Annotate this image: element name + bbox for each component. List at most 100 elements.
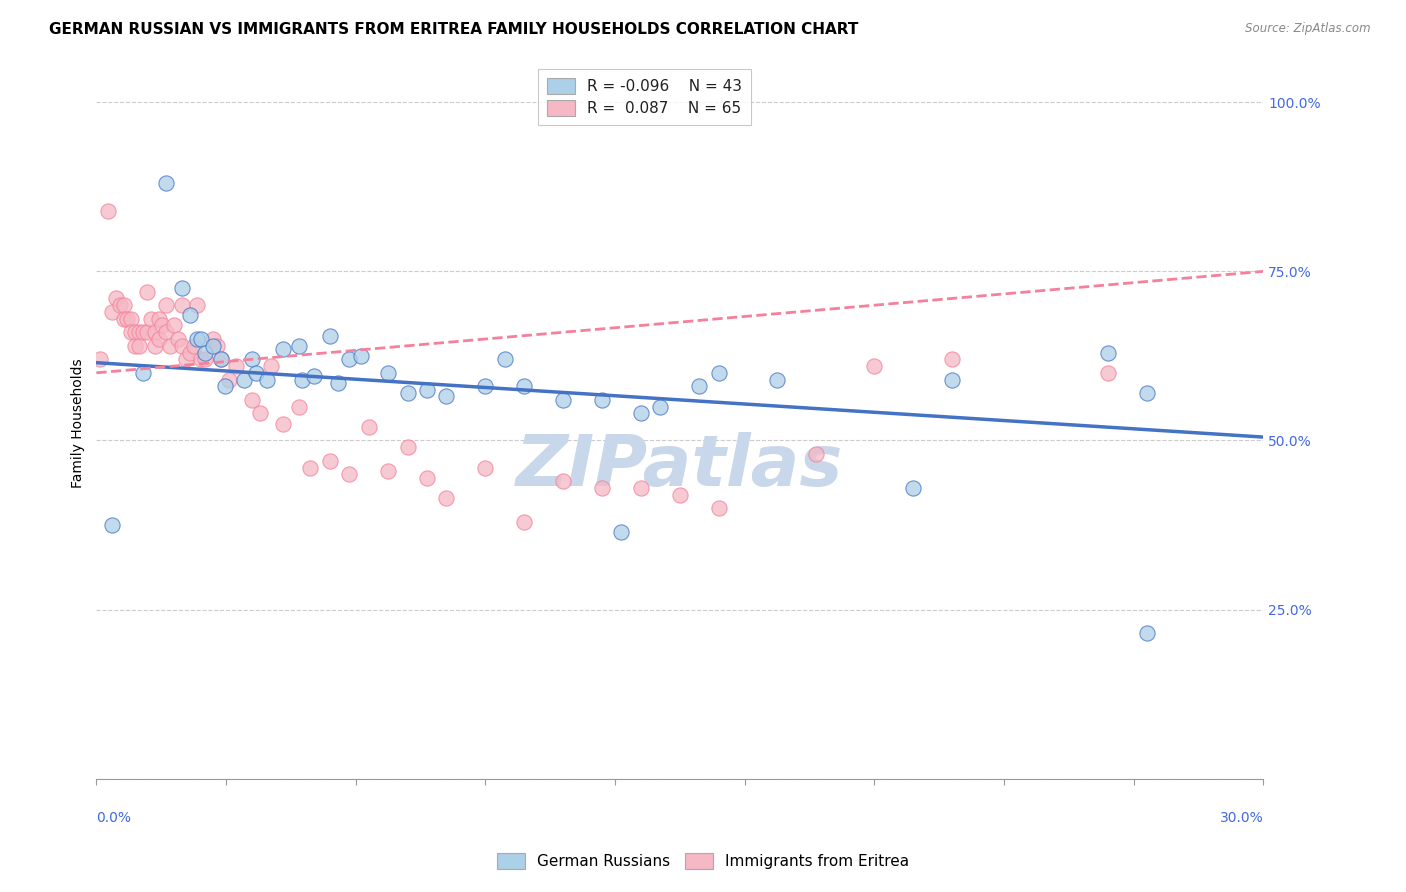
Point [135, 325, 157, 339]
Point [194, 345, 217, 359]
Point [610, 524, 633, 539]
Point [194, 352, 217, 367]
Point [804, 447, 827, 461]
Point [112, 298, 135, 312]
Point [260, 359, 283, 373]
Point [148, 311, 170, 326]
Point [167, 332, 190, 346]
Point [240, 352, 263, 367]
Point [179, 345, 201, 359]
Point [319, 328, 342, 343]
Point [377, 366, 399, 380]
Point [124, 339, 146, 353]
Point [179, 309, 201, 323]
Text: ZIPatlas: ZIPatlas [516, 432, 844, 500]
Point [112, 311, 135, 326]
Point [591, 481, 613, 495]
Point [205, 339, 228, 353]
Point [240, 392, 263, 407]
Point [120, 311, 142, 326]
Point [132, 366, 155, 380]
Point [249, 406, 271, 420]
Point [291, 373, 314, 387]
Point [170, 298, 193, 312]
Point [1097, 345, 1119, 359]
Point [513, 515, 536, 529]
Point [186, 298, 208, 312]
Point [233, 373, 256, 387]
Point [97, 203, 120, 218]
Point [941, 352, 963, 367]
Point [117, 311, 139, 326]
Point [170, 339, 193, 353]
Point [396, 440, 419, 454]
Point [474, 379, 496, 393]
Point [174, 352, 197, 367]
Point [108, 298, 131, 312]
Point [436, 390, 458, 404]
Point [707, 366, 730, 380]
Y-axis label: Family Households: Family Households [72, 359, 86, 488]
Legend: German Russians, Immigrants from Eritrea: German Russians, Immigrants from Eritrea [491, 847, 915, 875]
Point [1135, 626, 1157, 640]
Point [139, 311, 162, 326]
Point [650, 400, 672, 414]
Point [218, 373, 240, 387]
Point [668, 487, 690, 501]
Legend: R = -0.096    N = 43, R =  0.087    N = 65: R = -0.096 N = 43, R = 0.087 N = 65 [538, 69, 751, 126]
Point [551, 474, 574, 488]
Point [287, 400, 309, 414]
Point [124, 325, 146, 339]
Point [302, 369, 325, 384]
Point [159, 339, 181, 353]
Point [214, 379, 236, 393]
Point [128, 339, 150, 353]
Point [101, 518, 124, 533]
Point [225, 359, 247, 373]
Point [1135, 386, 1157, 401]
Point [120, 325, 142, 339]
Point [357, 420, 380, 434]
Point [474, 460, 496, 475]
Text: 30.0%: 30.0% [1219, 811, 1263, 824]
Point [183, 339, 205, 353]
Point [202, 339, 225, 353]
Point [190, 352, 212, 367]
Point [350, 349, 373, 363]
Point [135, 285, 157, 299]
Point [396, 386, 419, 401]
Point [299, 460, 322, 475]
Point [89, 352, 111, 367]
Point [186, 332, 208, 346]
Point [337, 352, 360, 367]
Point [766, 373, 789, 387]
Point [513, 379, 536, 393]
Point [901, 481, 924, 495]
Point [202, 332, 225, 346]
Point [101, 305, 124, 319]
Point [436, 491, 458, 505]
Point [630, 481, 652, 495]
Point [209, 352, 232, 367]
Point [128, 325, 150, 339]
Point [209, 352, 232, 367]
Point [152, 318, 174, 333]
Point [148, 332, 170, 346]
Text: Source: ZipAtlas.com: Source: ZipAtlas.com [1246, 22, 1371, 36]
Point [688, 379, 710, 393]
Point [630, 406, 652, 420]
Point [155, 325, 177, 339]
Point [143, 339, 166, 353]
Point [863, 359, 886, 373]
Point [143, 325, 166, 339]
Point [416, 470, 439, 484]
Point [170, 281, 193, 295]
Point [271, 342, 294, 356]
Point [319, 454, 342, 468]
Point [494, 352, 516, 367]
Point [132, 325, 155, 339]
Point [377, 464, 399, 478]
Point [326, 376, 349, 390]
Point [155, 298, 177, 312]
Point [337, 467, 360, 482]
